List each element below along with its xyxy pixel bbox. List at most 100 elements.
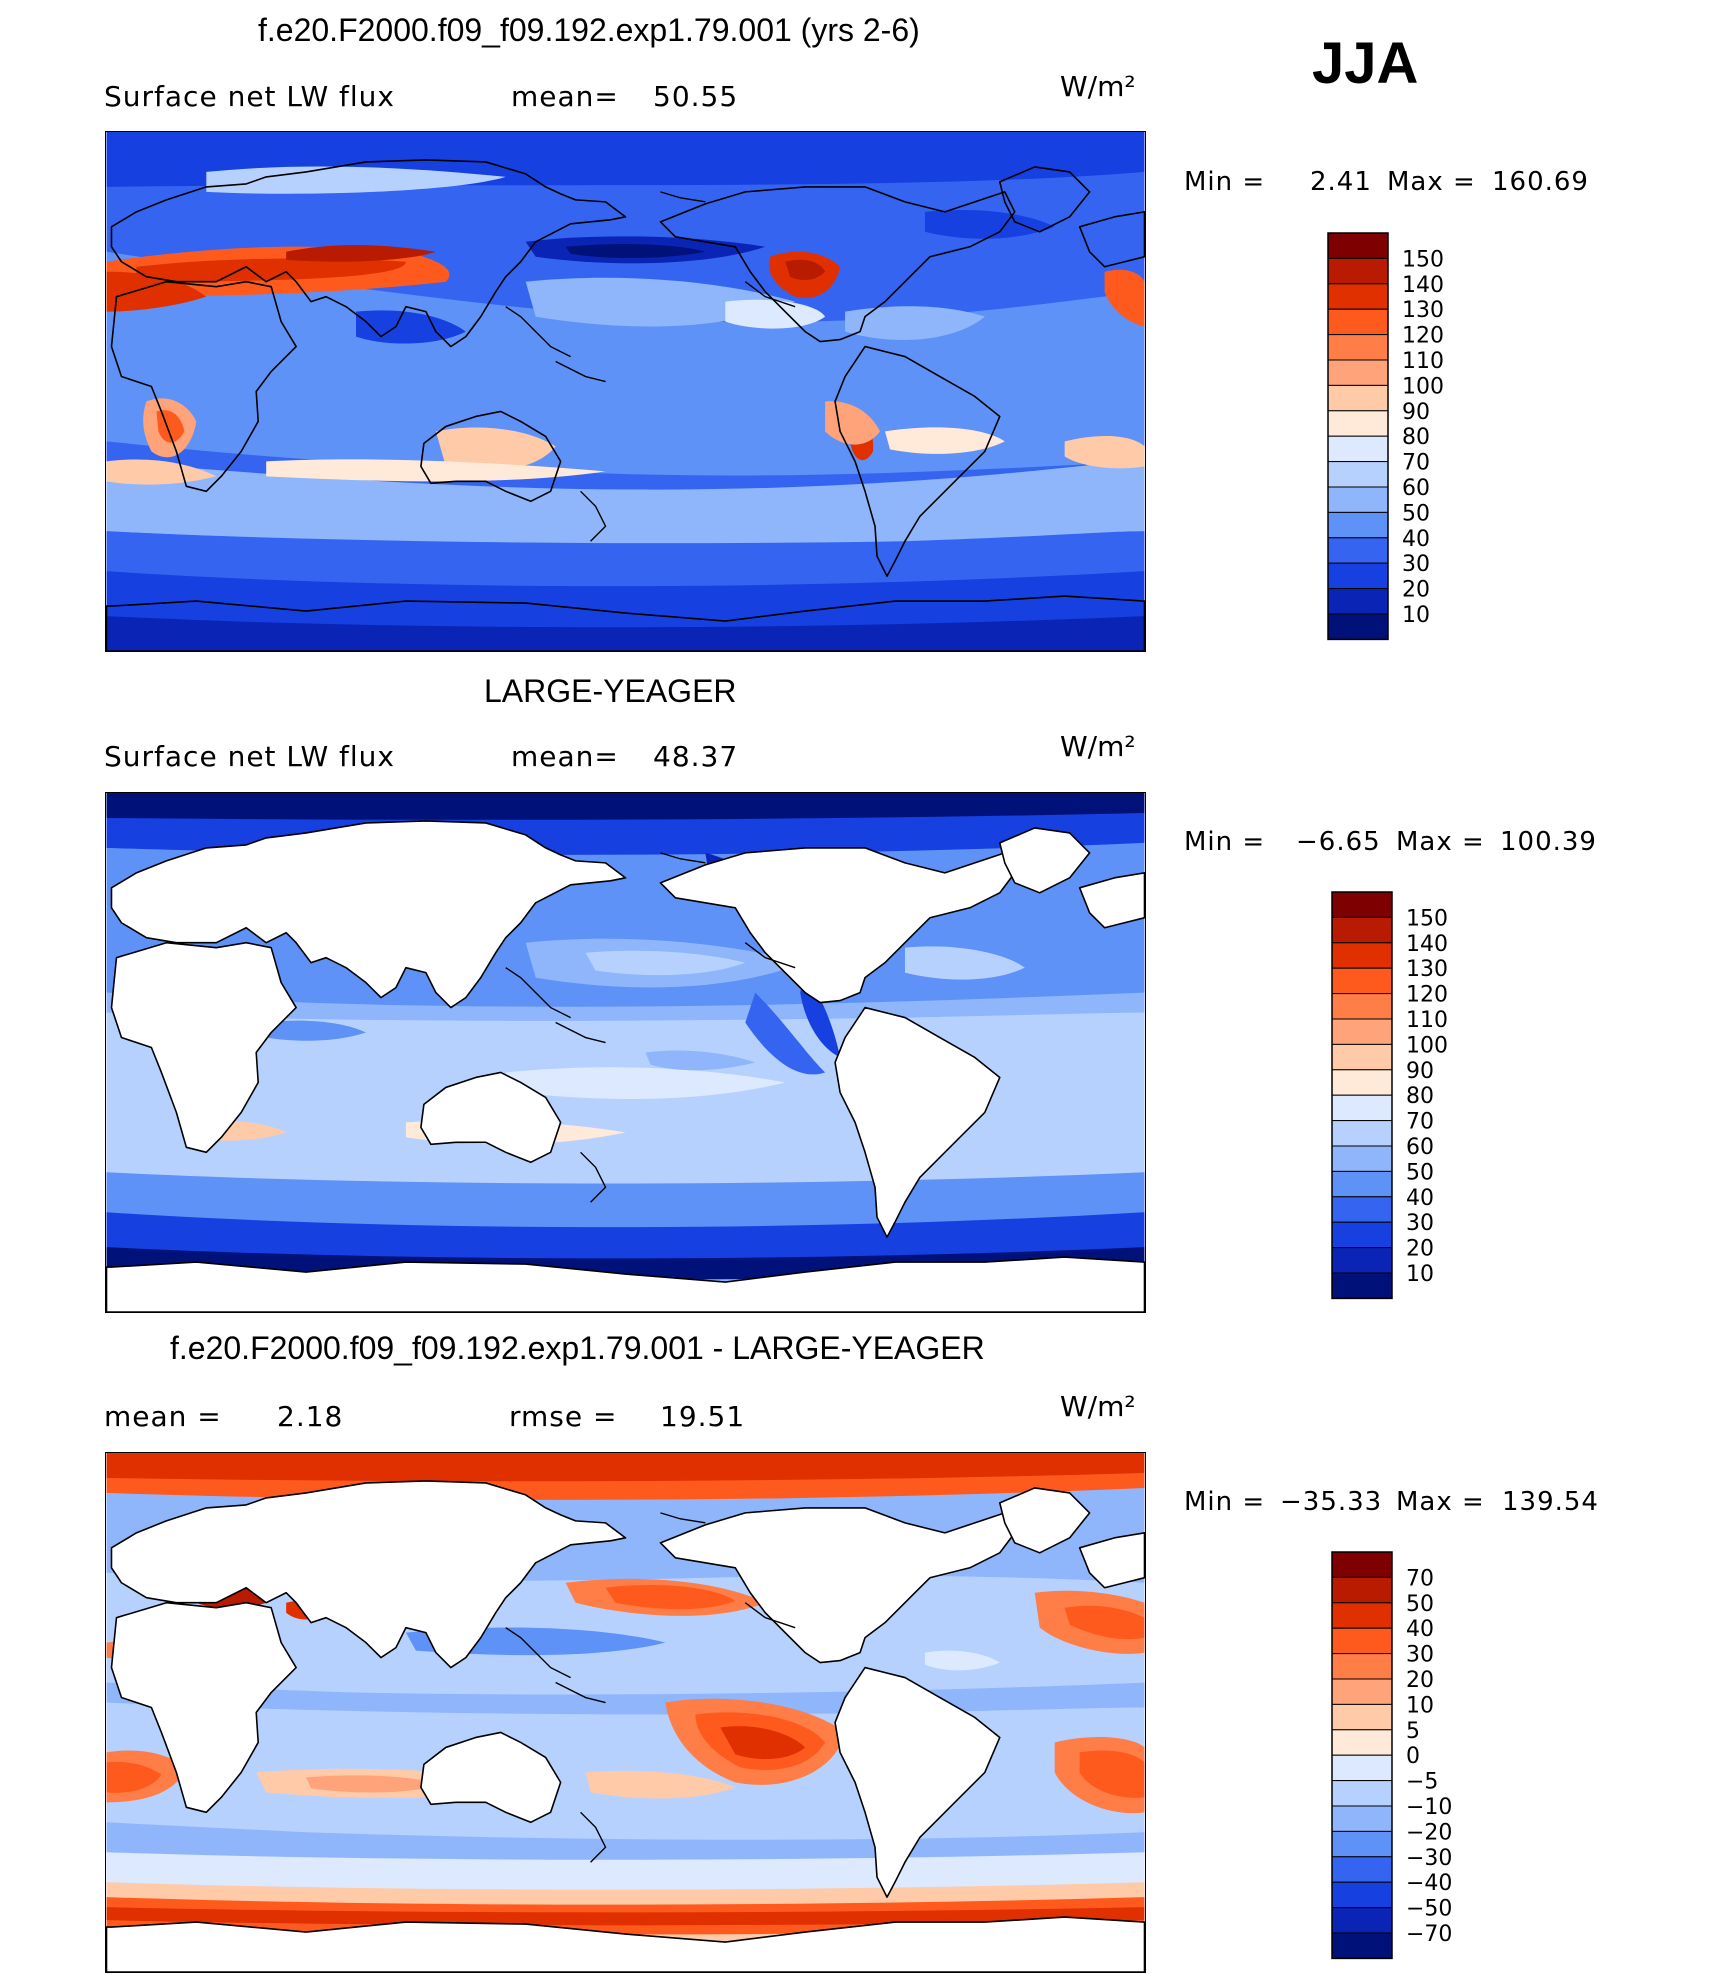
contour-region [106, 271, 207, 312]
colorbar-swatch [1327, 613, 1389, 640]
contour-region [106, 616, 1145, 651]
coastline [106, 595, 1145, 651]
colorbar-tick-label: −30 [1406, 1846, 1452, 1871]
rmse-label: rmse = [509, 1400, 618, 1433]
contour-region [725, 299, 826, 329]
map-model [105, 131, 1146, 652]
colorbar-tick-label: 120 [1406, 983, 1448, 1008]
colorbar-tick-label: 40 [1406, 1186, 1434, 1211]
contour-region [435, 427, 556, 472]
colorbar-tick-label: 30 [1406, 1211, 1434, 1236]
contour-region [924, 1650, 1000, 1671]
colorbar-swatch [1331, 1881, 1393, 1909]
coastline [420, 1731, 562, 1824]
min-label: Min = [1184, 1487, 1266, 1517]
colorbar-tick-label: 140 [1406, 932, 1448, 957]
colorbar-tick-label: −20 [1406, 1820, 1452, 1845]
coastline [110, 280, 297, 493]
colorbar-tick-label: 90 [1402, 400, 1430, 425]
colorbar-swatch [1331, 1703, 1393, 1731]
contour-region [645, 1050, 756, 1071]
contour-region [1064, 1605, 1145, 1640]
colorbar-swatch [1331, 1754, 1393, 1782]
coastline [659, 1507, 1016, 1664]
mean-label: mean= [511, 80, 619, 113]
max-label: Max = [1396, 1487, 1485, 1517]
colorbar-swatch [1327, 334, 1389, 361]
contour-region [585, 950, 746, 976]
colorbar-swatch [1331, 1145, 1393, 1172]
coastline-detail [580, 1151, 607, 1203]
colorbar-tick-label: 0 [1406, 1744, 1420, 1769]
season-label: JJA [1312, 31, 1419, 96]
variable-label: Surface net LW flux [104, 80, 395, 113]
contour-region [924, 209, 1055, 239]
coastline [110, 820, 627, 1009]
min-value: −35.33 [1280, 1487, 1383, 1517]
colorbar-swatch [1331, 1196, 1393, 1223]
colorbar-tick-label: 10 [1406, 1262, 1434, 1287]
colorbar-tick-label: 80 [1406, 1084, 1434, 1109]
contour-region [1064, 435, 1145, 469]
colorbar-swatch [1331, 1094, 1393, 1122]
colorbar-swatch [1327, 537, 1389, 564]
coastline [998, 1487, 1091, 1554]
colorbar-swatch [1331, 1780, 1393, 1807]
contour-region [286, 245, 436, 262]
coastline-detail [555, 1021, 606, 1044]
coastline-detail [744, 281, 796, 308]
colorbar-tick-label: 100 [1406, 1033, 1448, 1058]
contour-region [1104, 269, 1145, 327]
colorbar-swatch [1327, 511, 1389, 539]
colorbar-swatch [1331, 1120, 1393, 1147]
contour-region [106, 793, 1145, 820]
colorbar-tick-label: 130 [1402, 298, 1444, 323]
contour-region [206, 166, 506, 194]
map-observations [105, 792, 1146, 1313]
min-label: Min = [1184, 827, 1266, 857]
coastline-detail [660, 191, 706, 203]
colorbar-swatch [1327, 486, 1389, 513]
colorbar-swatch [1327, 308, 1389, 336]
min-label: Min = [1184, 167, 1266, 197]
coastline [420, 1071, 562, 1164]
contour-region [106, 461, 1145, 549]
colorbar-swatch [1331, 1551, 1393, 1578]
colorbar-frame [1331, 891, 1393, 1300]
coastline [659, 186, 1016, 343]
coastline [834, 1666, 1001, 1898]
min-value: −6.65 [1296, 827, 1381, 857]
colorbar-tick-label: 30 [1402, 552, 1430, 577]
colorbar-tick-label: 100 [1402, 374, 1444, 399]
coastline [106, 1916, 1145, 1972]
colorbar-model: 150 140 130 120 110 100 90 80 70 60 50 40 30 20 10 [1327, 232, 1488, 643]
coastline [106, 1256, 1145, 1312]
colorbar-swatch [1331, 967, 1393, 995]
mean-value: 2.18 [277, 1400, 344, 1433]
colorbar-tick-label: 60 [1402, 476, 1430, 501]
coastline [1078, 211, 1145, 268]
contour-region [605, 1584, 736, 1610]
contour-region [845, 306, 985, 341]
coastline [110, 941, 297, 1154]
coastline [834, 345, 1001, 577]
contour-region [785, 259, 826, 280]
coastline-detail [555, 1681, 606, 1704]
colorbar-tick-label: 110 [1406, 1008, 1448, 1033]
colorbar-tick-label: 50 [1406, 1592, 1434, 1617]
colorbar-swatch [1331, 1653, 1393, 1680]
colorbar-swatch [1331, 1170, 1393, 1198]
coastline-detail [580, 490, 607, 542]
colorbar-frame [1327, 232, 1389, 641]
min-value: 2.41 [1310, 167, 1372, 197]
colorbar-swatch [1331, 1272, 1393, 1299]
coastline [110, 159, 627, 348]
map-difference [105, 1452, 1146, 1973]
max-value: 100.39 [1500, 827, 1597, 857]
colorbar-tick-label: 40 [1406, 1617, 1434, 1642]
coastline [998, 166, 1091, 233]
colorbar-swatch [1331, 1907, 1393, 1934]
coastline [1078, 1532, 1145, 1589]
colorbar-swatch [1327, 461, 1389, 488]
panel-title: f.e20.F2000.f09_f09.192.exp1.79.001 - LA… [170, 1330, 985, 1366]
